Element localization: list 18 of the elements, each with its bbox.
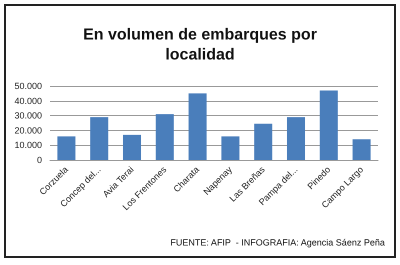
bar: [156, 114, 174, 160]
bar: [122, 134, 142, 160]
bar: [90, 117, 108, 160]
source-note: FUENTE: AFIP - INFOGRAFIA: Agencia Sáenz Peña: [170, 238, 385, 248]
y-tick-label: 20.000: [14, 125, 42, 136]
bar: [352, 139, 371, 160]
bar: [254, 124, 272, 160]
y-tick-label: 50.000: [14, 81, 42, 91]
y-tick-label: 10.000: [14, 140, 42, 150]
bar: [221, 136, 240, 160]
chart-title: En volumen de embarques por localidad: [83, 26, 317, 64]
y-tick-label: 40.000: [14, 96, 42, 106]
y-tick-label: 30.000: [14, 110, 42, 121]
bar: [188, 93, 207, 160]
bar: [57, 136, 76, 160]
y-tick-label: 0: [36, 155, 42, 165]
bar: [320, 90, 338, 160]
bar: [286, 117, 306, 160]
